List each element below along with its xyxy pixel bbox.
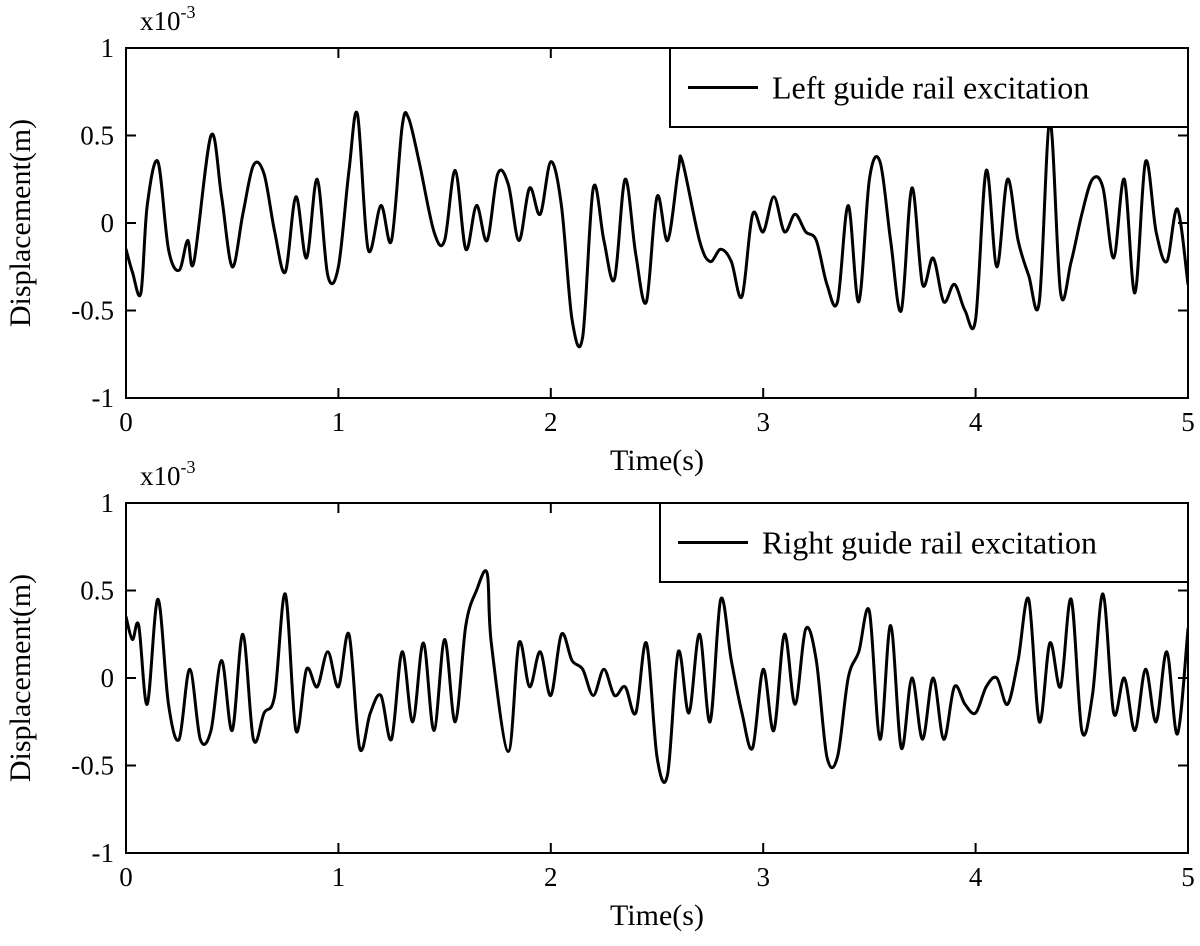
top-x-tick-label: 0	[119, 407, 133, 437]
top-chart-panel: 10.50-0.5-10 1 2 3 4 5x10-3Time(s)Displacemen…	[4, 2, 1195, 477]
bottom-scale-exponent: -3	[181, 457, 196, 477]
bottom-y-tick-label: 0	[101, 663, 115, 693]
bottom-x-tick-label: 0	[119, 862, 133, 892]
bottom-y-tick-label: -0.5	[71, 751, 114, 781]
bottom-x-tick-label: 4	[969, 862, 983, 892]
top-x-tick-label: 1	[332, 407, 346, 437]
top-y-tick-label: 1	[101, 33, 115, 63]
top-scale-exponent: -3	[181, 2, 196, 22]
top-scale-multiplier: x10-3	[140, 2, 196, 36]
bottom-y-tick-label: 0.5	[80, 576, 114, 606]
top-x-tick-label: 5	[1181, 407, 1195, 437]
bottom-y-tick-label: -1	[92, 838, 115, 868]
bottom-chart-panel: 10.50-0.5-10 1 2 3 4 5x10-3Time(s)Displacemen…	[4, 457, 1195, 932]
bottom-x-tick-label: 1	[332, 862, 346, 892]
bottom-y-tick-label: 1	[101, 488, 115, 518]
top-y-tick-label: -1	[92, 383, 115, 413]
bottom-x-tick-label: 3	[756, 862, 770, 892]
bottom-y-axis-label: Displacement(m)	[4, 574, 37, 782]
bottom-scale-base: x10	[140, 461, 181, 491]
top-y-tick-label: 0	[101, 208, 115, 238]
top-x-axis-label: Time(s)	[610, 444, 704, 477]
bottom-x-tick-label: 2	[544, 862, 558, 892]
top-y-tick-label: 0.5	[80, 121, 114, 151]
bottom-x-tick-label: 5	[1181, 862, 1195, 892]
bottom-x-axis-label: Time(s)	[610, 899, 704, 932]
top-x-tick-label: 4	[969, 407, 983, 437]
top-y-tick-label: -0.5	[71, 296, 114, 326]
bottom-legend-label: Right guide rail excitation	[762, 525, 1097, 561]
top-legend-label: Left guide rail excitation	[772, 70, 1089, 106]
top-scale-base: x10	[140, 6, 181, 36]
top-y-axis-label: Displacement(m)	[4, 119, 37, 327]
top-x-tick-label: 3	[756, 407, 770, 437]
bottom-scale-multiplier: x10-3	[140, 457, 196, 491]
bottom-series-line	[126, 569, 1188, 784]
top-series-line	[126, 110, 1188, 349]
top-x-tick-label: 2	[544, 407, 558, 437]
